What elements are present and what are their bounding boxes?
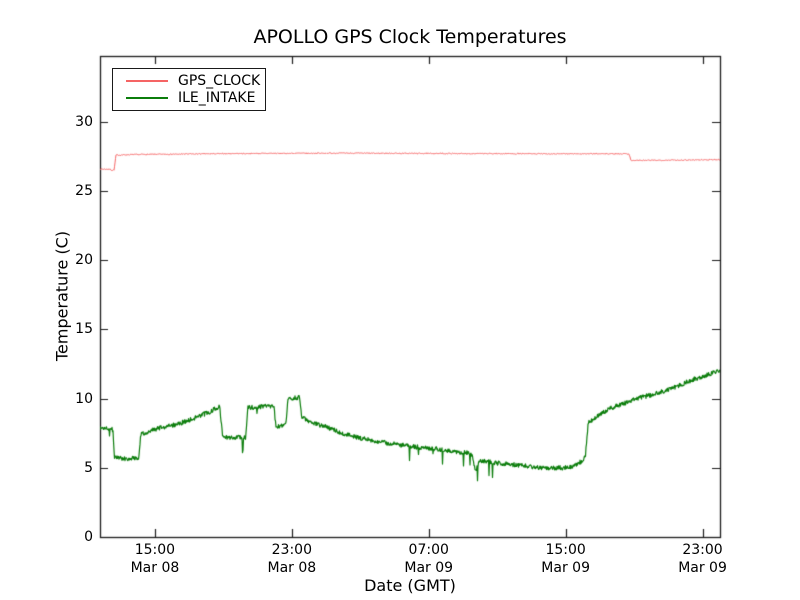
y-tick-label-30: 30 [75, 113, 93, 130]
y-tick-label-10: 10 [75, 390, 93, 407]
x-tick-date: Mar 08 [130, 560, 180, 576]
x-tick-date: Mar 08 [267, 560, 317, 576]
y-tick-label-25: 25 [75, 183, 93, 200]
legend-item-gps_clock: GPS_CLOCK [113, 72, 265, 89]
y-tick-label-20: 20 [75, 252, 93, 269]
legend-line-sample-ile_intake [126, 96, 168, 99]
chart-title: APOLLO GPS Clock Temperatures [253, 26, 567, 48]
y-tick-label-15: 15 [75, 321, 93, 338]
legend-label: ILE_INTAKE [178, 89, 256, 106]
x-tick-time: 23:00 [271, 542, 312, 558]
legend-label: GPS_CLOCK [178, 72, 261, 89]
x-tick-time: 23:00 [682, 542, 723, 558]
x-tick-date: Mar 09 [678, 560, 727, 576]
x-axis-label: Date (GMT) [364, 576, 456, 595]
y-tick-label-5: 5 [84, 459, 93, 476]
x-tick-label-0700-Mar09: 07:00 Mar 09 [404, 541, 453, 577]
x-tick-time: 15:00 [134, 542, 176, 558]
x-tick-date: Mar 09 [541, 560, 590, 576]
x-tick-label-1500-Mar09: 15:00 Mar 09 [541, 541, 590, 577]
x-tick-label-2300-Mar09: 23:00 Mar 09 [678, 541, 727, 577]
x-tick-label-2300-Mar08: 23:00 Mar 08 [267, 541, 316, 577]
legend: GPS_CLOCK ILE_INTAKE [112, 68, 266, 111]
legend-line-sample-gps_clock [126, 79, 168, 82]
x-tick-date: Mar 09 [404, 560, 454, 576]
x-tick-time: 07:00 [408, 542, 449, 558]
x-tick-label-1500-Mar08: 15:00 Mar 08 [131, 541, 180, 577]
legend-item-ile_intake: ILE_INTAKE [113, 89, 265, 106]
y-tick-label-0: 0 [84, 529, 93, 545]
x-tick-time: 15:00 [545, 542, 586, 558]
y-axis-label: Temperature (C) [52, 230, 72, 362]
